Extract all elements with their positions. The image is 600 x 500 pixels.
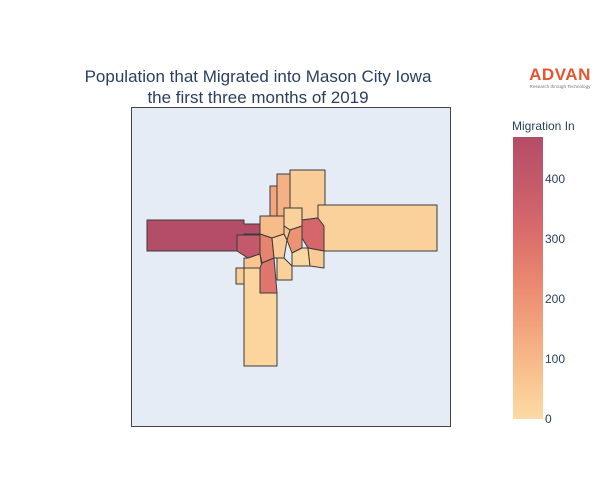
advan-logo: ADVAN Research through Technology xyxy=(526,66,594,90)
region-south-right[interactable] xyxy=(307,247,325,269)
map-frame[interactable] xyxy=(131,107,451,427)
colorbar-gradient xyxy=(513,137,543,419)
title-line-2: the first three months of 2019 xyxy=(147,88,369,107)
logo-tagline: Research through Technology xyxy=(529,84,591,89)
colorbar-tick-label: 400 xyxy=(545,172,566,186)
chart-title: Population that Migrated into Mason City… xyxy=(60,66,456,108)
colorbar-title: Migration In xyxy=(512,119,575,133)
region-center-nw[interactable] xyxy=(236,234,261,259)
colorbar-tick-label: 100 xyxy=(545,352,566,366)
title-line-1: Population that Migrated into Mason City… xyxy=(84,67,432,86)
colorbar-tick-label: 300 xyxy=(545,232,566,246)
colorbar-tick-label: 200 xyxy=(545,292,566,306)
region-center-small-1[interactable] xyxy=(283,225,291,241)
region-sw-small[interactable] xyxy=(235,267,245,285)
colorbar-tick-label: 0 xyxy=(545,412,552,426)
region-se-small[interactable] xyxy=(276,257,293,281)
region-east[interactable] xyxy=(317,204,438,252)
region-center-west[interactable] xyxy=(243,253,263,269)
region-north-left[interactable] xyxy=(269,185,278,217)
region-south-center[interactable] xyxy=(259,257,278,294)
logo-wordmark: ADVAN xyxy=(529,65,591,84)
choropleth-map[interactable] xyxy=(132,108,450,426)
region-center-east[interactable] xyxy=(301,217,325,252)
region-center-tract-d[interactable] xyxy=(271,233,288,259)
